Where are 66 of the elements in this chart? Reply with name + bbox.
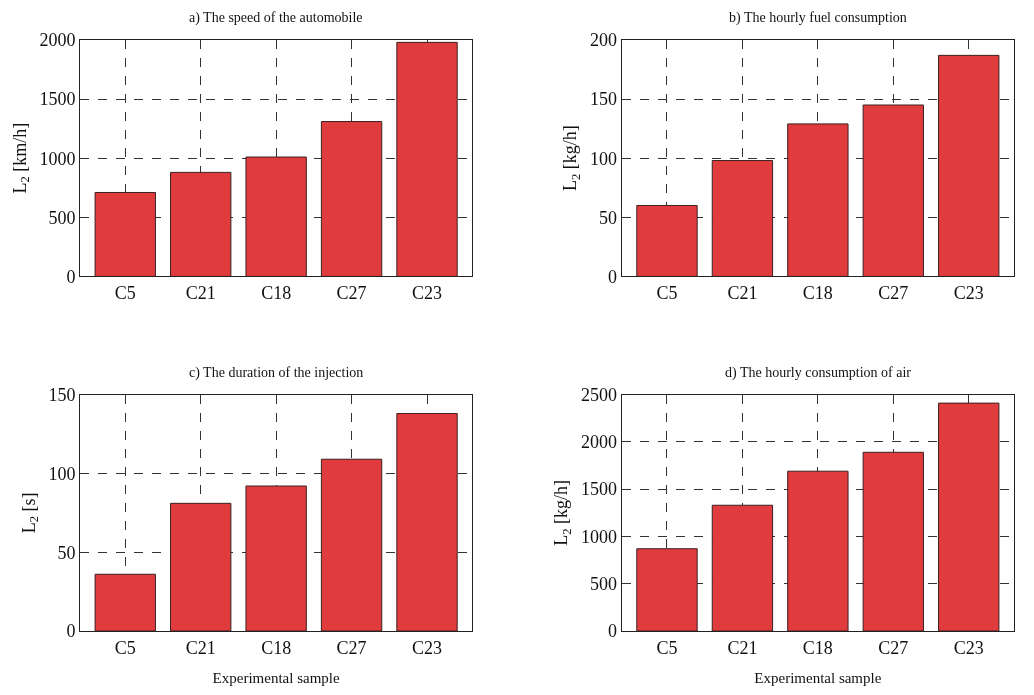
x-axis-title: Experimental sample [212, 669, 340, 686]
bar [396, 413, 458, 631]
x-tick-label: C27 [336, 637, 367, 658]
bar [170, 502, 232, 631]
y-tick-label: 500 [48, 207, 76, 228]
y-tick-label: 0 [66, 621, 76, 642]
y-tick-label: 500 [590, 574, 618, 595]
x-tick-label: C23 [412, 283, 443, 303]
x-tick-label: C23 [953, 637, 984, 658]
x-tick-label: C18 [802, 637, 833, 658]
bar [787, 470, 849, 631]
x-tick-label: C18 [261, 283, 292, 303]
bar [711, 504, 774, 631]
x-tick-label: C21 [727, 637, 758, 658]
y-tick-label: 100 [48, 463, 76, 484]
x-tick-label: C23 [953, 283, 984, 303]
bar [320, 121, 383, 277]
bar [245, 485, 307, 631]
y-tick-label: 0 [608, 621, 618, 642]
y-tick-label: 50 [57, 542, 76, 563]
x-tick-label: C27 [878, 283, 909, 303]
y-tick-label: 200 [590, 30, 618, 51]
y-tick-label: 2500 [581, 384, 618, 405]
bar [862, 104, 924, 277]
y-tick-label: 1500 [581, 479, 618, 500]
chart-title: a) The speed of the automobile [189, 10, 363, 26]
bar [94, 573, 156, 631]
y-tick-label: 2000 [581, 432, 618, 453]
bar [787, 123, 849, 277]
y-tick-label: 1000 [39, 148, 76, 169]
x-tick-label: C21 [185, 283, 216, 303]
bar [938, 54, 1000, 277]
y-tick-label: 100 [590, 148, 618, 169]
bar [170, 171, 232, 277]
y-tick-label: 0 [66, 266, 76, 287]
y-tick-label: 50 [599, 207, 618, 228]
x-tick-label: C27 [878, 637, 909, 658]
x-tick-label: C5 [656, 637, 678, 658]
x-tick-label: C21 [185, 637, 216, 658]
bar [245, 156, 307, 277]
x-tick-label: C5 [114, 637, 136, 658]
chart-title: c) The duration of the injection [189, 365, 364, 381]
bar [636, 548, 698, 631]
bar [938, 402, 1000, 631]
x-tick-label: C18 [261, 637, 292, 658]
x-tick-label: C21 [727, 283, 758, 303]
y-tick-label: 2000 [39, 30, 76, 51]
bar [862, 451, 924, 631]
x-tick-label: C27 [336, 283, 367, 303]
bar [94, 191, 156, 277]
y-tick-label: 0 [608, 266, 618, 287]
x-tick-label: C23 [412, 637, 443, 658]
bar [636, 204, 698, 277]
bar [396, 41, 458, 277]
bar [711, 160, 774, 277]
y-tick-label: 1000 [581, 526, 618, 547]
chart-title: d) The hourly consumption of air [725, 365, 912, 381]
y-tick-label: 150 [590, 89, 618, 110]
y-tick-label: 150 [48, 384, 76, 405]
x-axis-title: Experimental sample [754, 669, 882, 686]
chart-title: b) The hourly fuel consumption [729, 10, 907, 26]
x-tick-label: C5 [114, 283, 136, 303]
x-tick-label: C18 [802, 283, 833, 303]
y-tick-label: 1500 [39, 89, 76, 110]
bar [320, 458, 383, 631]
x-tick-label: C5 [656, 283, 678, 303]
